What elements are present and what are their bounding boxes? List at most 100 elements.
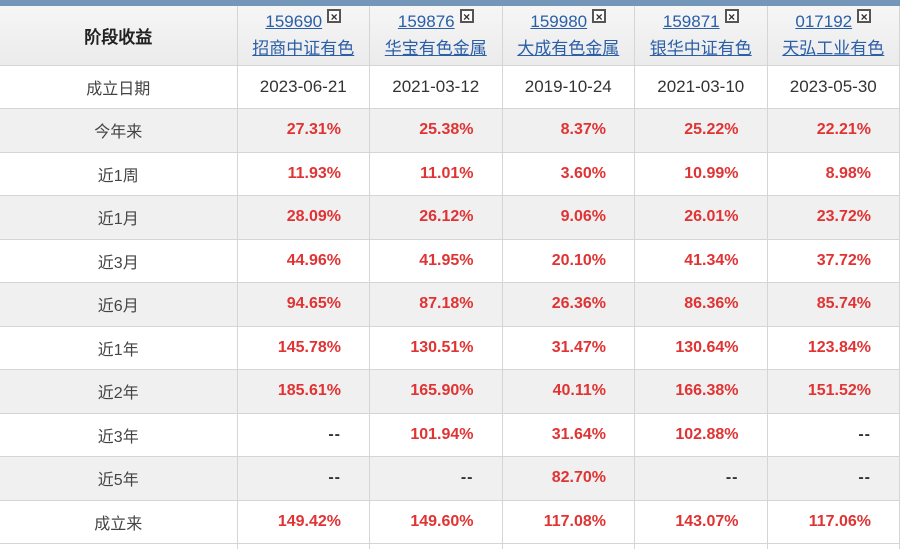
fund-name-link[interactable]: 大成有色金属 xyxy=(517,38,620,58)
return-cell: 143.07% xyxy=(634,499,768,544)
fund-code-link[interactable]: 159871 xyxy=(662,11,720,31)
table-row: 今年来 27.31% 25.38% 8.37% 25.22% 22.21% xyxy=(0,108,900,153)
return-cell: 11.01% xyxy=(369,151,503,196)
return-cell: 85.74% xyxy=(766,282,900,327)
row-label: 今年来 xyxy=(0,108,238,153)
partial-cell xyxy=(0,543,238,549)
return-cell: 9.06% xyxy=(501,195,635,240)
close-icon[interactable]: × xyxy=(592,8,607,23)
return-cell: 149.60% xyxy=(369,499,503,544)
return-cell: 101.94% xyxy=(369,412,503,457)
fund-code-link[interactable]: 159980 xyxy=(530,11,588,31)
fund-name-link[interactable]: 招商中证有色 xyxy=(252,38,355,58)
partial-cell xyxy=(634,543,768,549)
return-cell: 87.18% xyxy=(369,282,503,327)
fund-code-link[interactable]: 159690 xyxy=(265,11,323,31)
return-cell: 22.21% xyxy=(766,108,900,153)
table-row: 近5年 -- -- 82.70% -- -- xyxy=(0,456,900,501)
partial-cell xyxy=(369,543,503,549)
table-row: 成立来 149.42% 149.60% 117.08% 143.07% 117.06% xyxy=(0,499,900,544)
return-cell: 11.93% xyxy=(236,151,370,196)
return-cell: 27.31% xyxy=(236,108,370,153)
partial-row xyxy=(0,543,900,549)
fund-name-link[interactable]: 华宝有色金属 xyxy=(384,38,487,58)
fund-column-header: 159871 × 银华中证有色 xyxy=(634,6,768,66)
return-cell: 151.52% xyxy=(766,369,900,414)
partial-cell xyxy=(236,543,370,549)
fund-column-header: 159980 × 大成有色金属 xyxy=(501,6,635,66)
return-cell: 31.64% xyxy=(501,412,635,457)
table-row: 近3年 -- 101.94% 31.64% 102.88% -- xyxy=(0,412,900,457)
row-label: 成立日期 xyxy=(0,64,238,109)
return-cell: 31.47% xyxy=(501,325,635,370)
close-icon[interactable]: × xyxy=(724,8,739,23)
return-cell: 28.09% xyxy=(236,195,370,240)
row-label: 近5年 xyxy=(0,456,238,501)
fund-column-header: 159690 × 招商中证有色 xyxy=(236,6,370,66)
return-cell: 26.01% xyxy=(634,195,768,240)
row-label: 近1月 xyxy=(0,195,238,240)
return-cell: 8.98% xyxy=(766,151,900,196)
table-row: 近3月 44.96% 41.95% 20.10% 41.34% 37.72% xyxy=(0,238,900,283)
return-cell: 117.06% xyxy=(766,499,900,544)
return-cell: 82.70% xyxy=(501,456,635,501)
fund-code-link[interactable]: 159876 xyxy=(397,11,455,31)
top-accent-bar xyxy=(0,0,900,6)
return-cell: 3.60% xyxy=(501,151,635,196)
return-cell: 102.88% xyxy=(634,412,768,457)
return-cell: 41.34% xyxy=(634,238,768,283)
fund-code-line: 017192 × xyxy=(768,8,900,36)
date-cell: 2023-05-30 xyxy=(766,64,900,109)
return-cell: 166.38% xyxy=(634,369,768,414)
date-cell: 2021-03-12 xyxy=(369,64,503,109)
row-label: 成立来 xyxy=(0,499,238,544)
return-cell: 165.90% xyxy=(369,369,503,414)
close-icon[interactable]: × xyxy=(459,8,474,23)
return-cell: 149.42% xyxy=(236,499,370,544)
fund-name-link[interactable]: 银华中证有色 xyxy=(649,38,752,58)
corner-label: 阶段收益 xyxy=(0,6,238,66)
return-cell: 26.12% xyxy=(369,195,503,240)
fund-code-line: 159690 × xyxy=(238,8,370,36)
row-label: 近6月 xyxy=(0,282,238,327)
return-cell: 117.08% xyxy=(501,499,635,544)
fund-code-link[interactable]: 017192 xyxy=(795,11,853,31)
fund-name-link[interactable]: 天弘工业有色 xyxy=(782,38,885,58)
return-cell: -- xyxy=(369,456,503,501)
table-header-row: 阶段收益 159690 × 招商中证有色 159876 × 华宝有色金属 159980 × 大成… xyxy=(0,6,900,66)
table-row: 近1年 145.78% 130.51% 31.47% 130.64% 123.84% xyxy=(0,325,900,370)
partial-cell xyxy=(501,543,635,549)
date-cell: 2023-06-21 xyxy=(236,64,370,109)
table-row: 成立日期 2023-06-21 2021-03-12 2019-10-24 2021-0… xyxy=(0,64,900,109)
close-icon[interactable]: × xyxy=(857,8,872,23)
return-cell: -- xyxy=(236,412,370,457)
return-cell: -- xyxy=(766,456,900,501)
return-cell: 25.22% xyxy=(634,108,768,153)
return-cell: 123.84% xyxy=(766,325,900,370)
period-returns-table: 阶段收益 159690 × 招商中证有色 159876 × 华宝有色金属 159980 × 大成… xyxy=(0,6,900,549)
return-cell: 40.11% xyxy=(501,369,635,414)
return-cell: 8.37% xyxy=(501,108,635,153)
return-cell: 94.65% xyxy=(236,282,370,327)
row-label: 近3月 xyxy=(0,238,238,283)
return-cell: -- xyxy=(236,456,370,501)
table-row: 近1月 28.09% 26.12% 9.06% 26.01% 23.72% xyxy=(0,195,900,240)
return-cell: 10.99% xyxy=(634,151,768,196)
fund-code-line: 159871 × xyxy=(635,8,767,36)
return-cell: 25.38% xyxy=(369,108,503,153)
return-cell: 26.36% xyxy=(501,282,635,327)
row-label: 近3年 xyxy=(0,412,238,457)
row-label: 近1周 xyxy=(0,151,238,196)
fund-code-line: 159876 × xyxy=(370,8,502,36)
fund-code-line: 159980 × xyxy=(503,8,635,36)
table-row: 近6月 94.65% 87.18% 26.36% 86.36% 85.74% xyxy=(0,282,900,327)
return-cell: 23.72% xyxy=(766,195,900,240)
return-cell: 130.51% xyxy=(369,325,503,370)
fund-column-header: 017192 × 天弘工业有色 xyxy=(766,6,900,66)
return-cell: -- xyxy=(634,456,768,501)
close-icon[interactable]: × xyxy=(327,8,342,23)
table-row: 近2年 185.61% 165.90% 40.11% 166.38% 151.52% xyxy=(0,369,900,414)
row-label: 近1年 xyxy=(0,325,238,370)
return-cell: 145.78% xyxy=(236,325,370,370)
fund-column-header: 159876 × 华宝有色金属 xyxy=(369,6,503,66)
